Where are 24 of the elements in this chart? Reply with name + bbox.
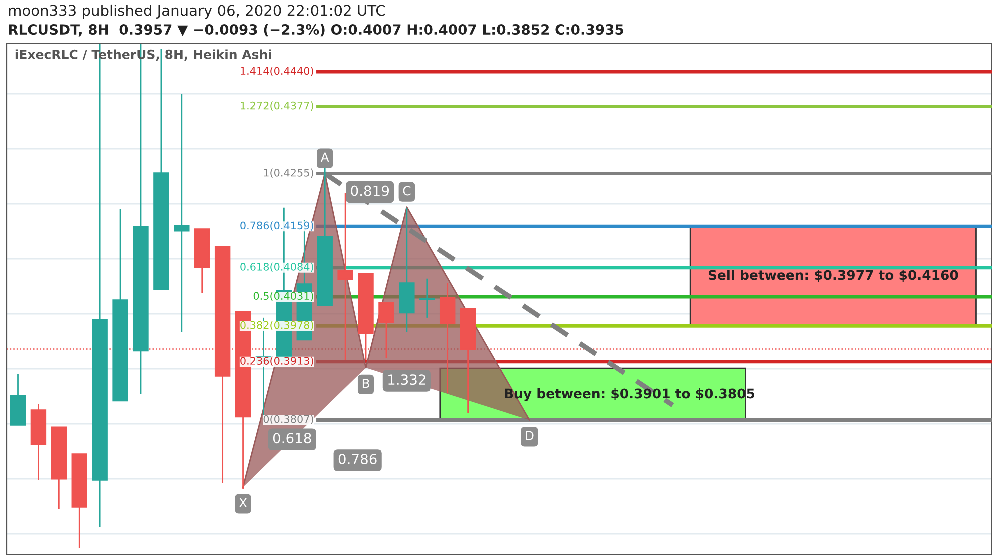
band-label: Sell between: $0.3977 to $0.4160: [708, 270, 958, 282]
annotation: 0.786: [338, 454, 377, 465]
data-label: D: [526, 431, 534, 440]
annotation: 0.618: [273, 433, 312, 444]
ref-line-label: 0.382(0.3978): [240, 321, 314, 330]
annotation: 0.819: [351, 186, 390, 196]
text: moon333 published January 06, 2020 22:01:02 UTC: [9, 4, 386, 20]
data-label: B: [362, 378, 370, 388]
ref-line-label: 1(0.4255): [264, 168, 314, 178]
data-label: C: [403, 186, 411, 196]
candlestick: [174, 93, 190, 333]
ref-line-label: 1.414(0.4440): [241, 67, 314, 76]
ref-line-label: 1.272(0.4377): [241, 102, 314, 111]
ref-line-label: 0.786(0.4159): [240, 222, 314, 231]
annotation: 1.332: [388, 374, 426, 386]
ref-line-label: 0.5(0.4031): [254, 292, 314, 302]
candlestick: [420, 278, 436, 319]
data-label: X: [239, 498, 248, 508]
chart-subtitle: RLCUSDT, 8H 0.3957 ▼ −0.0093 (−2.3%) O:0.4007 H:0.4007 L:0.3852 C:0.3935: [9, 24, 624, 37]
data-label: A: [320, 152, 330, 162]
ref-line-label: 0.236(0.3913): [240, 356, 314, 366]
ref-line-label: 0(0.3807): [264, 415, 314, 424]
ref-line-label: 0.618(0.4084): [240, 262, 314, 272]
candlestick: [378, 302, 394, 359]
